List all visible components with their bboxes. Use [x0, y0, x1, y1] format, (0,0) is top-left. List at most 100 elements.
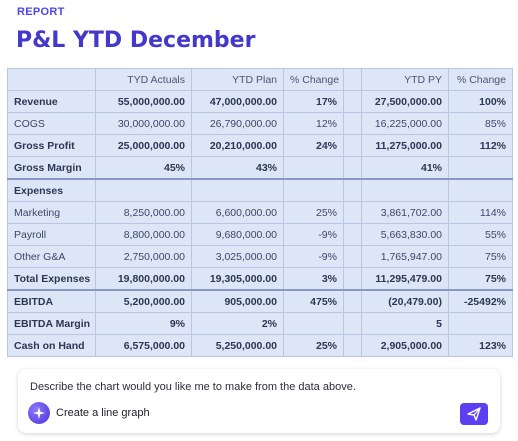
cell-spacer[interactable]: [343, 201, 362, 224]
cell-spacer[interactable]: [343, 178, 362, 202]
pnl-table: TYD Actuals YTD Plan % Change YTD PY % C…: [7, 68, 513, 357]
cell-ytd-actuals[interactable]: [95, 178, 192, 202]
cell-spacer[interactable]: [343, 134, 362, 157]
send-button[interactable]: [460, 403, 488, 425]
cell-pct-change-plan[interactable]: 12%: [283, 112, 344, 135]
row-label[interactable]: EBITDA Margin: [7, 312, 96, 335]
cell-spacer[interactable]: [343, 156, 362, 180]
cell-spacer[interactable]: [343, 223, 362, 246]
cell-ytd-actuals[interactable]: 55,000,000.00: [95, 90, 192, 113]
cell-ytd-plan[interactable]: 2%: [191, 312, 284, 335]
cell-spacer[interactable]: [343, 289, 362, 313]
row-label[interactable]: Other G&A: [7, 245, 96, 268]
cell-pct-change-py[interactable]: 112%: [448, 134, 513, 157]
sparkle-icon: [28, 402, 50, 424]
cell-spacer[interactable]: [343, 90, 362, 113]
cell-pct-change-plan[interactable]: 25%: [283, 334, 344, 357]
cell-ytd-plan[interactable]: 9,680,000.00: [191, 223, 284, 246]
cell-ytd-py[interactable]: 16,225,000.00: [361, 112, 449, 135]
cell-pct-change-plan[interactable]: 3%: [283, 267, 344, 291]
header-cell-ytd-py[interactable]: YTD PY: [361, 68, 449, 91]
cell-spacer[interactable]: [343, 112, 362, 135]
cell-ytd-plan[interactable]: 5,250,000.00: [191, 334, 284, 357]
header-cell-ytd-actuals[interactable]: TYD Actuals: [95, 68, 192, 91]
row-label[interactable]: COGS: [7, 112, 96, 135]
row-label[interactable]: Cash on Hand: [7, 334, 96, 357]
chart-request-input[interactable]: [56, 405, 436, 421]
cell-pct-change-py[interactable]: 55%: [448, 223, 513, 246]
cell-ytd-actuals[interactable]: 2,750,000.00: [95, 245, 192, 268]
header-cell-pct-change-plan[interactable]: % Change: [283, 68, 344, 91]
cell-spacer[interactable]: [343, 312, 362, 335]
cell-ytd-py[interactable]: 11,295,479.00: [361, 267, 449, 291]
cell-ytd-py[interactable]: 1,765,947.00: [361, 245, 449, 268]
table-row: EBITDA 5,200,000.00 905,000.00 475% (20,479.…: [7, 289, 513, 313]
cell-ytd-actuals[interactable]: 8,250,000.00: [95, 201, 192, 224]
cell-spacer[interactable]: [343, 245, 362, 268]
cell-pct-change-py[interactable]: [448, 178, 513, 202]
table-header-row: TYD Actuals YTD Plan % Change YTD PY % C…: [7, 68, 513, 91]
row-label[interactable]: Payroll: [7, 223, 96, 246]
cell-spacer[interactable]: [343, 334, 362, 357]
cell-ytd-plan[interactable]: 3,025,000.00: [191, 245, 284, 268]
cell-ytd-actuals[interactable]: 19,800,000.00: [95, 267, 192, 291]
cell-ytd-py[interactable]: 2,905,000.00: [361, 334, 449, 357]
cell-pct-change-plan[interactable]: [283, 178, 344, 202]
cell-ytd-plan[interactable]: [191, 178, 284, 202]
row-label[interactable]: EBITDA: [7, 289, 96, 313]
cell-ytd-plan[interactable]: 905,000.00: [191, 289, 284, 313]
cell-ytd-py[interactable]: (20,479.00): [361, 289, 449, 313]
cell-pct-change-plan[interactable]: 17%: [283, 90, 344, 113]
cell-pct-change-plan[interactable]: -9%: [283, 223, 344, 246]
cell-ytd-plan[interactable]: 19,305,000.00: [191, 267, 284, 291]
cell-pct-change-plan[interactable]: 25%: [283, 201, 344, 224]
cell-pct-change-py[interactable]: 123%: [448, 334, 513, 357]
cell-ytd-plan[interactable]: 43%: [191, 156, 284, 180]
cell-ytd-py[interactable]: [361, 178, 449, 202]
cell-pct-change-plan[interactable]: [283, 156, 344, 180]
row-label[interactable]: Gross Profit: [7, 134, 96, 157]
table-row: Revenue 55,000,000.00 47,000,000.00 17% 27,5…: [7, 90, 513, 113]
cell-pct-change-py[interactable]: 75%: [448, 245, 513, 268]
row-label[interactable]: Expenses: [7, 178, 96, 202]
cell-ytd-actuals[interactable]: 9%: [95, 312, 192, 335]
chart-assistant-panel: Describe the chart would you like me to …: [18, 369, 500, 433]
cell-pct-change-plan[interactable]: -9%: [283, 245, 344, 268]
cell-pct-change-py[interactable]: [448, 156, 513, 180]
cell-ytd-actuals[interactable]: 25,000,000.00: [95, 134, 192, 157]
cell-ytd-py[interactable]: 41%: [361, 156, 449, 180]
header-cell-pct-change-py[interactable]: % Change: [448, 68, 513, 91]
cell-pct-change-py[interactable]: -25492%: [448, 289, 513, 313]
cell-ytd-plan[interactable]: 20,210,000.00: [191, 134, 284, 157]
cell-pct-change-plan[interactable]: [283, 312, 344, 335]
cell-pct-change-py[interactable]: [448, 312, 513, 335]
cell-ytd-actuals[interactable]: 6,575,000.00: [95, 334, 192, 357]
cell-ytd-actuals[interactable]: 30,000,000.00: [95, 112, 192, 135]
row-label[interactable]: Total Expenses: [7, 267, 96, 291]
table-row: Expenses: [7, 178, 513, 202]
cell-ytd-plan[interactable]: 6,600,000.00: [191, 201, 284, 224]
cell-pct-change-py[interactable]: 75%: [448, 267, 513, 291]
table-row: COGS 30,000,000.00 26,790,000.00 12% 16,225,…: [7, 112, 513, 135]
cell-ytd-actuals[interactable]: 5,200,000.00: [95, 289, 192, 313]
cell-ytd-py[interactable]: 5,663,830.00: [361, 223, 449, 246]
row-label[interactable]: Revenue: [7, 90, 96, 113]
cell-ytd-actuals[interactable]: 45%: [95, 156, 192, 180]
cell-ytd-actuals[interactable]: 8,800,000.00: [95, 223, 192, 246]
header-cell-ytd-plan[interactable]: YTD Plan: [191, 68, 284, 91]
cell-ytd-py[interactable]: 27,500,000.00: [361, 90, 449, 113]
cell-spacer[interactable]: [343, 267, 362, 291]
cell-ytd-py[interactable]: 3,861,702.00: [361, 201, 449, 224]
cell-pct-change-py[interactable]: 114%: [448, 201, 513, 224]
cell-ytd-py[interactable]: 11,275,000.00: [361, 134, 449, 157]
cell-ytd-plan[interactable]: 47,000,000.00: [191, 90, 284, 113]
cell-pct-change-py[interactable]: 100%: [448, 90, 513, 113]
table-row: Cash on Hand 6,575,000.00 5,250,000.00 25% 2…: [7, 334, 513, 357]
row-label[interactable]: Marketing: [7, 201, 96, 224]
cell-pct-change-plan[interactable]: 24%: [283, 134, 344, 157]
row-label[interactable]: Gross Margin: [7, 156, 96, 180]
cell-pct-change-py[interactable]: 85%: [448, 112, 513, 135]
cell-pct-change-plan[interactable]: 475%: [283, 289, 344, 313]
cell-ytd-plan[interactable]: 26,790,000.00: [191, 112, 284, 135]
cell-ytd-py[interactable]: 5: [361, 312, 449, 335]
